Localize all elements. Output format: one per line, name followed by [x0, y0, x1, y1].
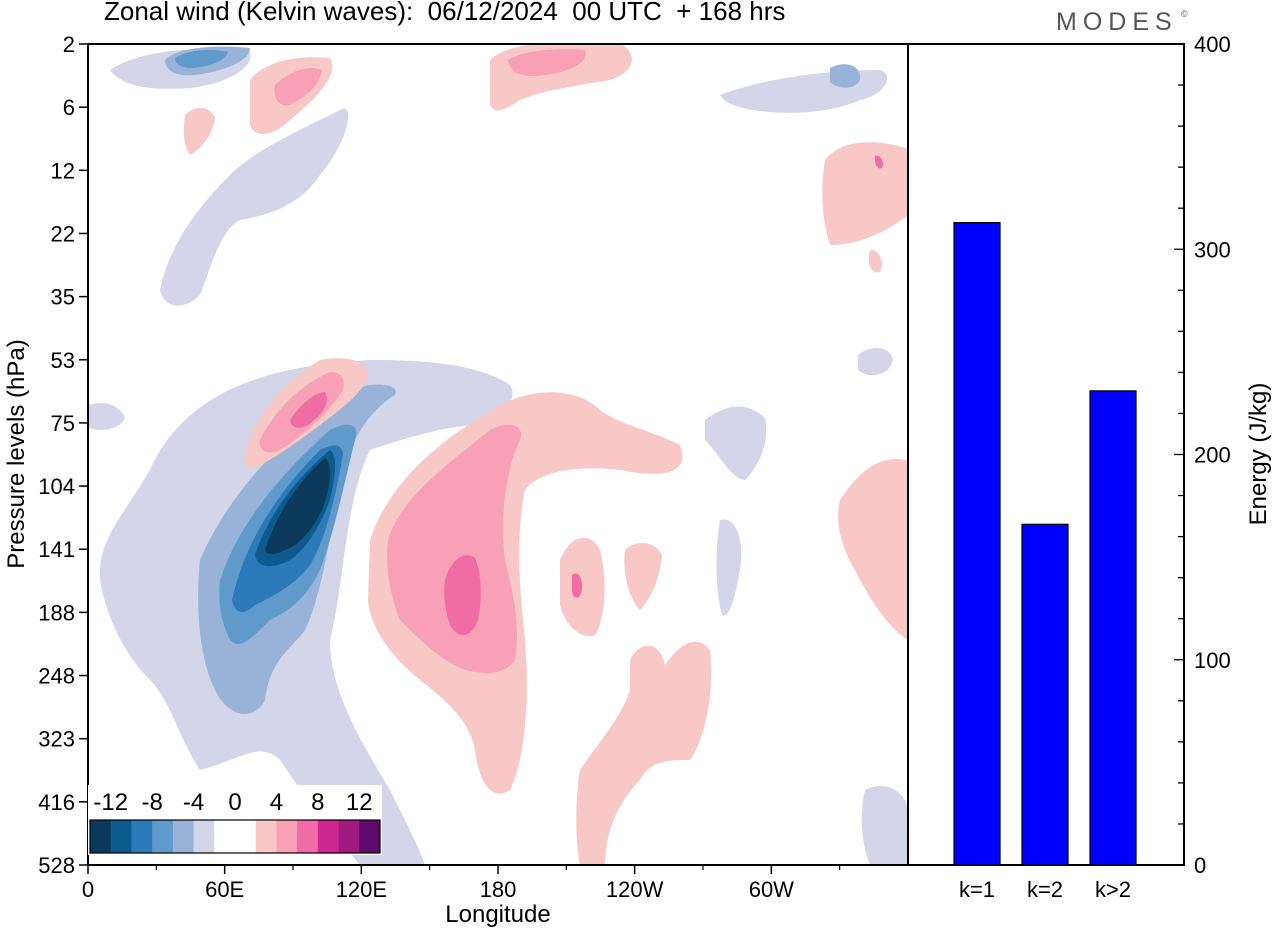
- contour-neg-mid: [175, 50, 228, 68]
- bar-category-label: k>2: [1095, 877, 1131, 902]
- energy-bars: [953, 221, 1137, 866]
- colorbar-swatch: [235, 820, 257, 853]
- y-tick-label: 416: [38, 790, 75, 815]
- contour-pos-pale: [560, 537, 605, 636]
- contour-pos-mid: [290, 392, 327, 428]
- x-tick-label: 0: [82, 877, 94, 902]
- heatmap-field: [88, 44, 908, 865]
- chart-title: Zonal wind (Kelvin waves): 06/12/2024 00…: [104, 0, 786, 26]
- bar-y-tick-label: 100: [1194, 648, 1231, 673]
- brand-logo: MODES: [1056, 8, 1178, 36]
- colorbar-swatch: [214, 820, 236, 853]
- contour-pos-pale: [822, 142, 908, 245]
- bar-category-label: k=1: [959, 877, 995, 902]
- colorbar-label: -4: [183, 789, 204, 816]
- y-tick-label: 75: [51, 411, 75, 436]
- contour-pos-pale: [838, 459, 908, 640]
- contour-pos-pale: [183, 107, 215, 155]
- y-tick-label: 6: [63, 95, 75, 120]
- contour-pos-light: [387, 424, 521, 673]
- colorbar-swatch: [359, 820, 381, 853]
- y-tick-label: 248: [38, 664, 75, 689]
- bar-y-tick-label: 0: [1194, 853, 1206, 878]
- y-tick-label: 53: [51, 348, 75, 373]
- contour-neg-light: [830, 64, 861, 88]
- colorbar-swatch: [172, 820, 194, 853]
- x-axis-longitude: 0 60E 120E 180 120W 60W: [82, 865, 841, 902]
- y-tick-label: 12: [51, 158, 75, 183]
- colorbar-swatch: [255, 820, 277, 853]
- colorbar-swatch: [317, 820, 339, 853]
- contour-pos-pale: [624, 543, 662, 610]
- colorbar-label: 8: [311, 789, 324, 816]
- colorbar-swatch: [276, 820, 298, 853]
- bar-y-tick-label: 300: [1194, 237, 1231, 262]
- colorbar-label: 0: [228, 789, 241, 816]
- x-tick-label: 120W: [606, 877, 664, 902]
- y-tick-label: 528: [38, 853, 75, 878]
- x-axis-label: Longitude: [445, 901, 550, 928]
- colorbar-swatch: [338, 820, 360, 853]
- bar-x-axis: k=1 k=2 k>2: [959, 877, 1131, 902]
- contour-pos-light: [274, 68, 322, 106]
- bar-y-tick-label: 200: [1194, 443, 1231, 468]
- contour-neg-pale: [160, 108, 349, 306]
- y-tick-label: 323: [38, 727, 75, 752]
- colorbar-swatch: [131, 820, 153, 853]
- x-tick-label: 60E: [205, 877, 244, 902]
- y-tick-label: 104: [38, 474, 75, 499]
- energy-bar: [953, 221, 1001, 866]
- y-axis-pressure: 2 6 12 22 35 53 75 104 141 188 248 323 416 528: [38, 32, 88, 878]
- contour-pos-mid: [572, 573, 583, 598]
- bar-y-tick-label: 400: [1194, 32, 1231, 57]
- contour-neg-core: [265, 458, 330, 555]
- colorbar-frame: [89, 819, 381, 854]
- colorbar-label: -8: [141, 789, 162, 816]
- y-tick-label: 22: [51, 221, 75, 246]
- energy-bar: [1089, 390, 1137, 866]
- colorbar-swatch: [297, 820, 319, 853]
- contour-neg-pale: [861, 786, 908, 865]
- contour-pos-mid: [874, 155, 883, 169]
- colorbar-swatch: [110, 820, 132, 853]
- y-tick-label: 188: [38, 600, 75, 625]
- bar-y-axis-energy: 0 100 200 300 400: [1174, 32, 1231, 878]
- colorbar-label: -12: [93, 789, 128, 816]
- colorbar-swatch: [152, 820, 174, 853]
- colorbar-swatch: [193, 820, 215, 853]
- colorbar-swatch: [90, 820, 112, 853]
- x-tick-label: 120E: [336, 877, 387, 902]
- bar-category-label: k=2: [1027, 877, 1063, 902]
- brand-copyright-mark: ©: [1181, 9, 1188, 19]
- contour-neg-pale: [858, 348, 893, 376]
- colorbar-label: 12: [346, 789, 373, 816]
- y-tick-label: 35: [51, 285, 75, 310]
- bar-y-axis-label: Energy (J/kg): [1245, 383, 1272, 526]
- x-tick-label: 180: [480, 877, 517, 902]
- energy-bar: [1021, 523, 1069, 866]
- y-tick-label: 2: [63, 32, 75, 57]
- y-tick-label: 141: [38, 537, 75, 562]
- contour-pos-light: [508, 49, 586, 77]
- colorbar-label: 4: [270, 789, 283, 816]
- colorbar-legend: -12 -8 -4 0 4 8 12: [88, 785, 382, 855]
- contour-pos-pale: [576, 641, 712, 865]
- y-axis-label: Pressure levels (hPa): [3, 339, 30, 568]
- contour-neg-pale: [705, 406, 767, 480]
- contour-neg-pale: [716, 519, 742, 616]
- contour-pos-mid: [444, 555, 481, 636]
- x-tick-label: 60W: [749, 877, 794, 902]
- contour-pos-pale: [868, 250, 882, 273]
- contour-neg-pale: [88, 403, 125, 430]
